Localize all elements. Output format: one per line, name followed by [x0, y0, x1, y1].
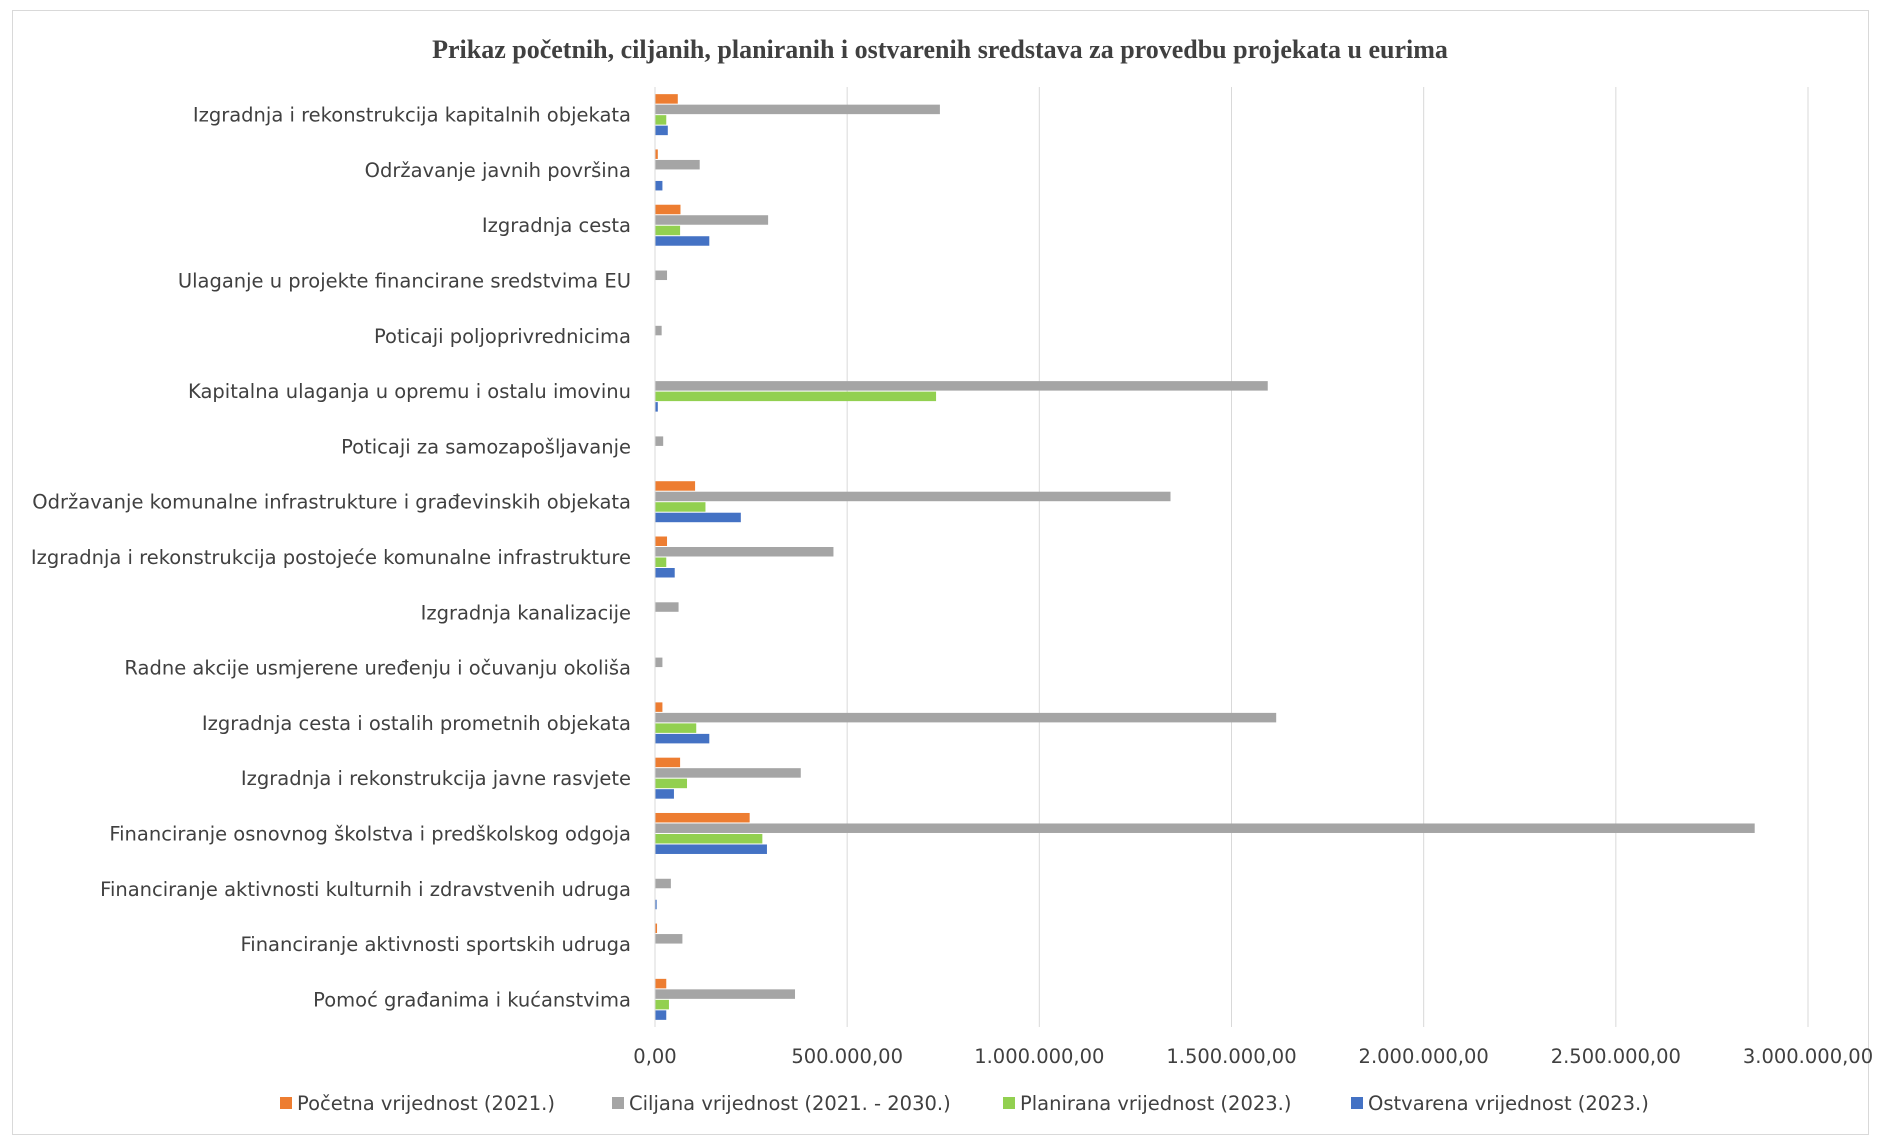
bar	[655, 1010, 667, 1020]
x-tick-label: 500.000,00	[791, 1045, 903, 1068]
legend-label: Ciljana vrijednost (2021. - 2030.)	[629, 1092, 951, 1115]
bar	[655, 204, 681, 215]
bar	[655, 768, 801, 778]
chart-frame	[12, 10, 1869, 1135]
bar	[655, 325, 662, 336]
bar	[655, 115, 667, 125]
bar	[655, 999, 669, 1010]
legend-swatch	[612, 1097, 624, 1109]
category-label: Radne akcije usmjerene uređenju i očuvan…	[124, 657, 631, 680]
x-tick-label: 3.000.000,00	[1743, 1045, 1873, 1068]
legend-label: Ostvarena vrijednost (2023.)	[1368, 1092, 1649, 1115]
bar	[655, 712, 1277, 723]
x-tick-label: 2.500.000,00	[1551, 1045, 1681, 1068]
category-label: Poticaji za samozapošljavanje	[341, 435, 631, 458]
category-label: Financiranje aktivnosti sportskih udruga	[240, 933, 631, 956]
bar	[655, 481, 696, 491]
legend-label: Početna vrijednost (2021.)	[297, 1092, 555, 1115]
bar	[655, 844, 767, 854]
bar	[655, 812, 750, 823]
bar	[655, 436, 664, 446]
bar	[655, 757, 681, 768]
bar	[655, 723, 697, 733]
x-tick-labels: 0,00 500.000,00 1.000.000,00 1.500.000,00 2.…	[633, 1045, 1873, 1068]
legend-label: Planirana vrijednost (2023.)	[1020, 1092, 1291, 1115]
category-label: Izgradnja i rekonstrukcija javne rasvjet…	[241, 767, 631, 790]
bar	[655, 989, 796, 999]
category-label: Pomoć građanima i kućanstvima	[313, 988, 631, 1011]
legend-swatch	[1003, 1097, 1015, 1109]
bar	[655, 502, 706, 512]
bar	[655, 491, 1171, 502]
category-label: Financiranje osnovnog školstva i predško…	[109, 822, 631, 845]
x-tick-label: 1.500.000,00	[1166, 1045, 1296, 1068]
bar	[655, 878, 671, 889]
bar	[655, 778, 688, 789]
category-label: Izgradnja kanalizacije	[421, 601, 631, 624]
bar	[655, 899, 657, 910]
legend-swatch	[1351, 1097, 1363, 1109]
bar	[655, 934, 683, 944]
bar	[655, 391, 937, 402]
bar	[655, 180, 663, 191]
bar	[655, 125, 668, 136]
category-label: Održavanje javnih površina	[365, 159, 631, 182]
bar	[655, 512, 741, 523]
bar	[655, 94, 678, 104]
category-label: Izgradnja i rekonstrukcija kapitalnih ob…	[193, 104, 631, 127]
bar	[655, 602, 679, 612]
gridlines	[654, 87, 1809, 1027]
category-label: Kapitalna ulaganja u opremu i ostalu imo…	[188, 380, 631, 403]
category-labels: Izgradnja i rekonstrukcija kapitalnih ob…	[31, 104, 631, 1012]
chart-title: Prikaz početnih, ciljanih, planiranih i …	[432, 35, 1448, 64]
bar	[655, 381, 1268, 391]
bar	[655, 833, 763, 844]
bar	[655, 978, 667, 989]
bar	[655, 823, 1755, 833]
bar	[655, 733, 710, 744]
x-tick-label: 1.000.000,00	[974, 1045, 1104, 1068]
category-label: Poticaji poljoprivrednicima	[374, 325, 631, 348]
x-tick-label: 2.000.000,00	[1359, 1045, 1489, 1068]
category-label: Izgradnja cesta	[482, 214, 631, 237]
category-label: Izgradnja i rekonstrukcija postojeće kom…	[31, 546, 631, 569]
bar	[655, 657, 663, 668]
bar	[655, 159, 700, 170]
bar	[655, 536, 668, 546]
bar	[655, 923, 658, 934]
bar	[655, 402, 658, 412]
bar	[655, 225, 681, 236]
legend: Početna vrijednost (2021.) Ciljana vrijed…	[280, 1092, 1649, 1115]
legend-swatch	[280, 1097, 292, 1109]
bar	[655, 270, 668, 281]
x-tick-label: 0,00	[633, 1045, 676, 1068]
bar	[655, 702, 663, 712]
bar	[655, 104, 940, 115]
bar	[655, 568, 675, 578]
bar	[655, 215, 769, 225]
category-label: Financiranje aktivnosti kulturnih i zdra…	[100, 878, 631, 901]
category-label: Održavanje komunalne infrastrukture i gr…	[32, 491, 631, 514]
bar	[655, 547, 834, 557]
bars	[655, 94, 1755, 1020]
bar	[655, 236, 710, 246]
bar	[655, 789, 674, 799]
bar	[655, 557, 667, 567]
category-label: Ulaganje u projekte financirane sredstvi…	[178, 270, 631, 293]
bar	[655, 149, 658, 159]
category-label: Izgradnja cesta i ostalih prometnih obje…	[202, 712, 631, 735]
